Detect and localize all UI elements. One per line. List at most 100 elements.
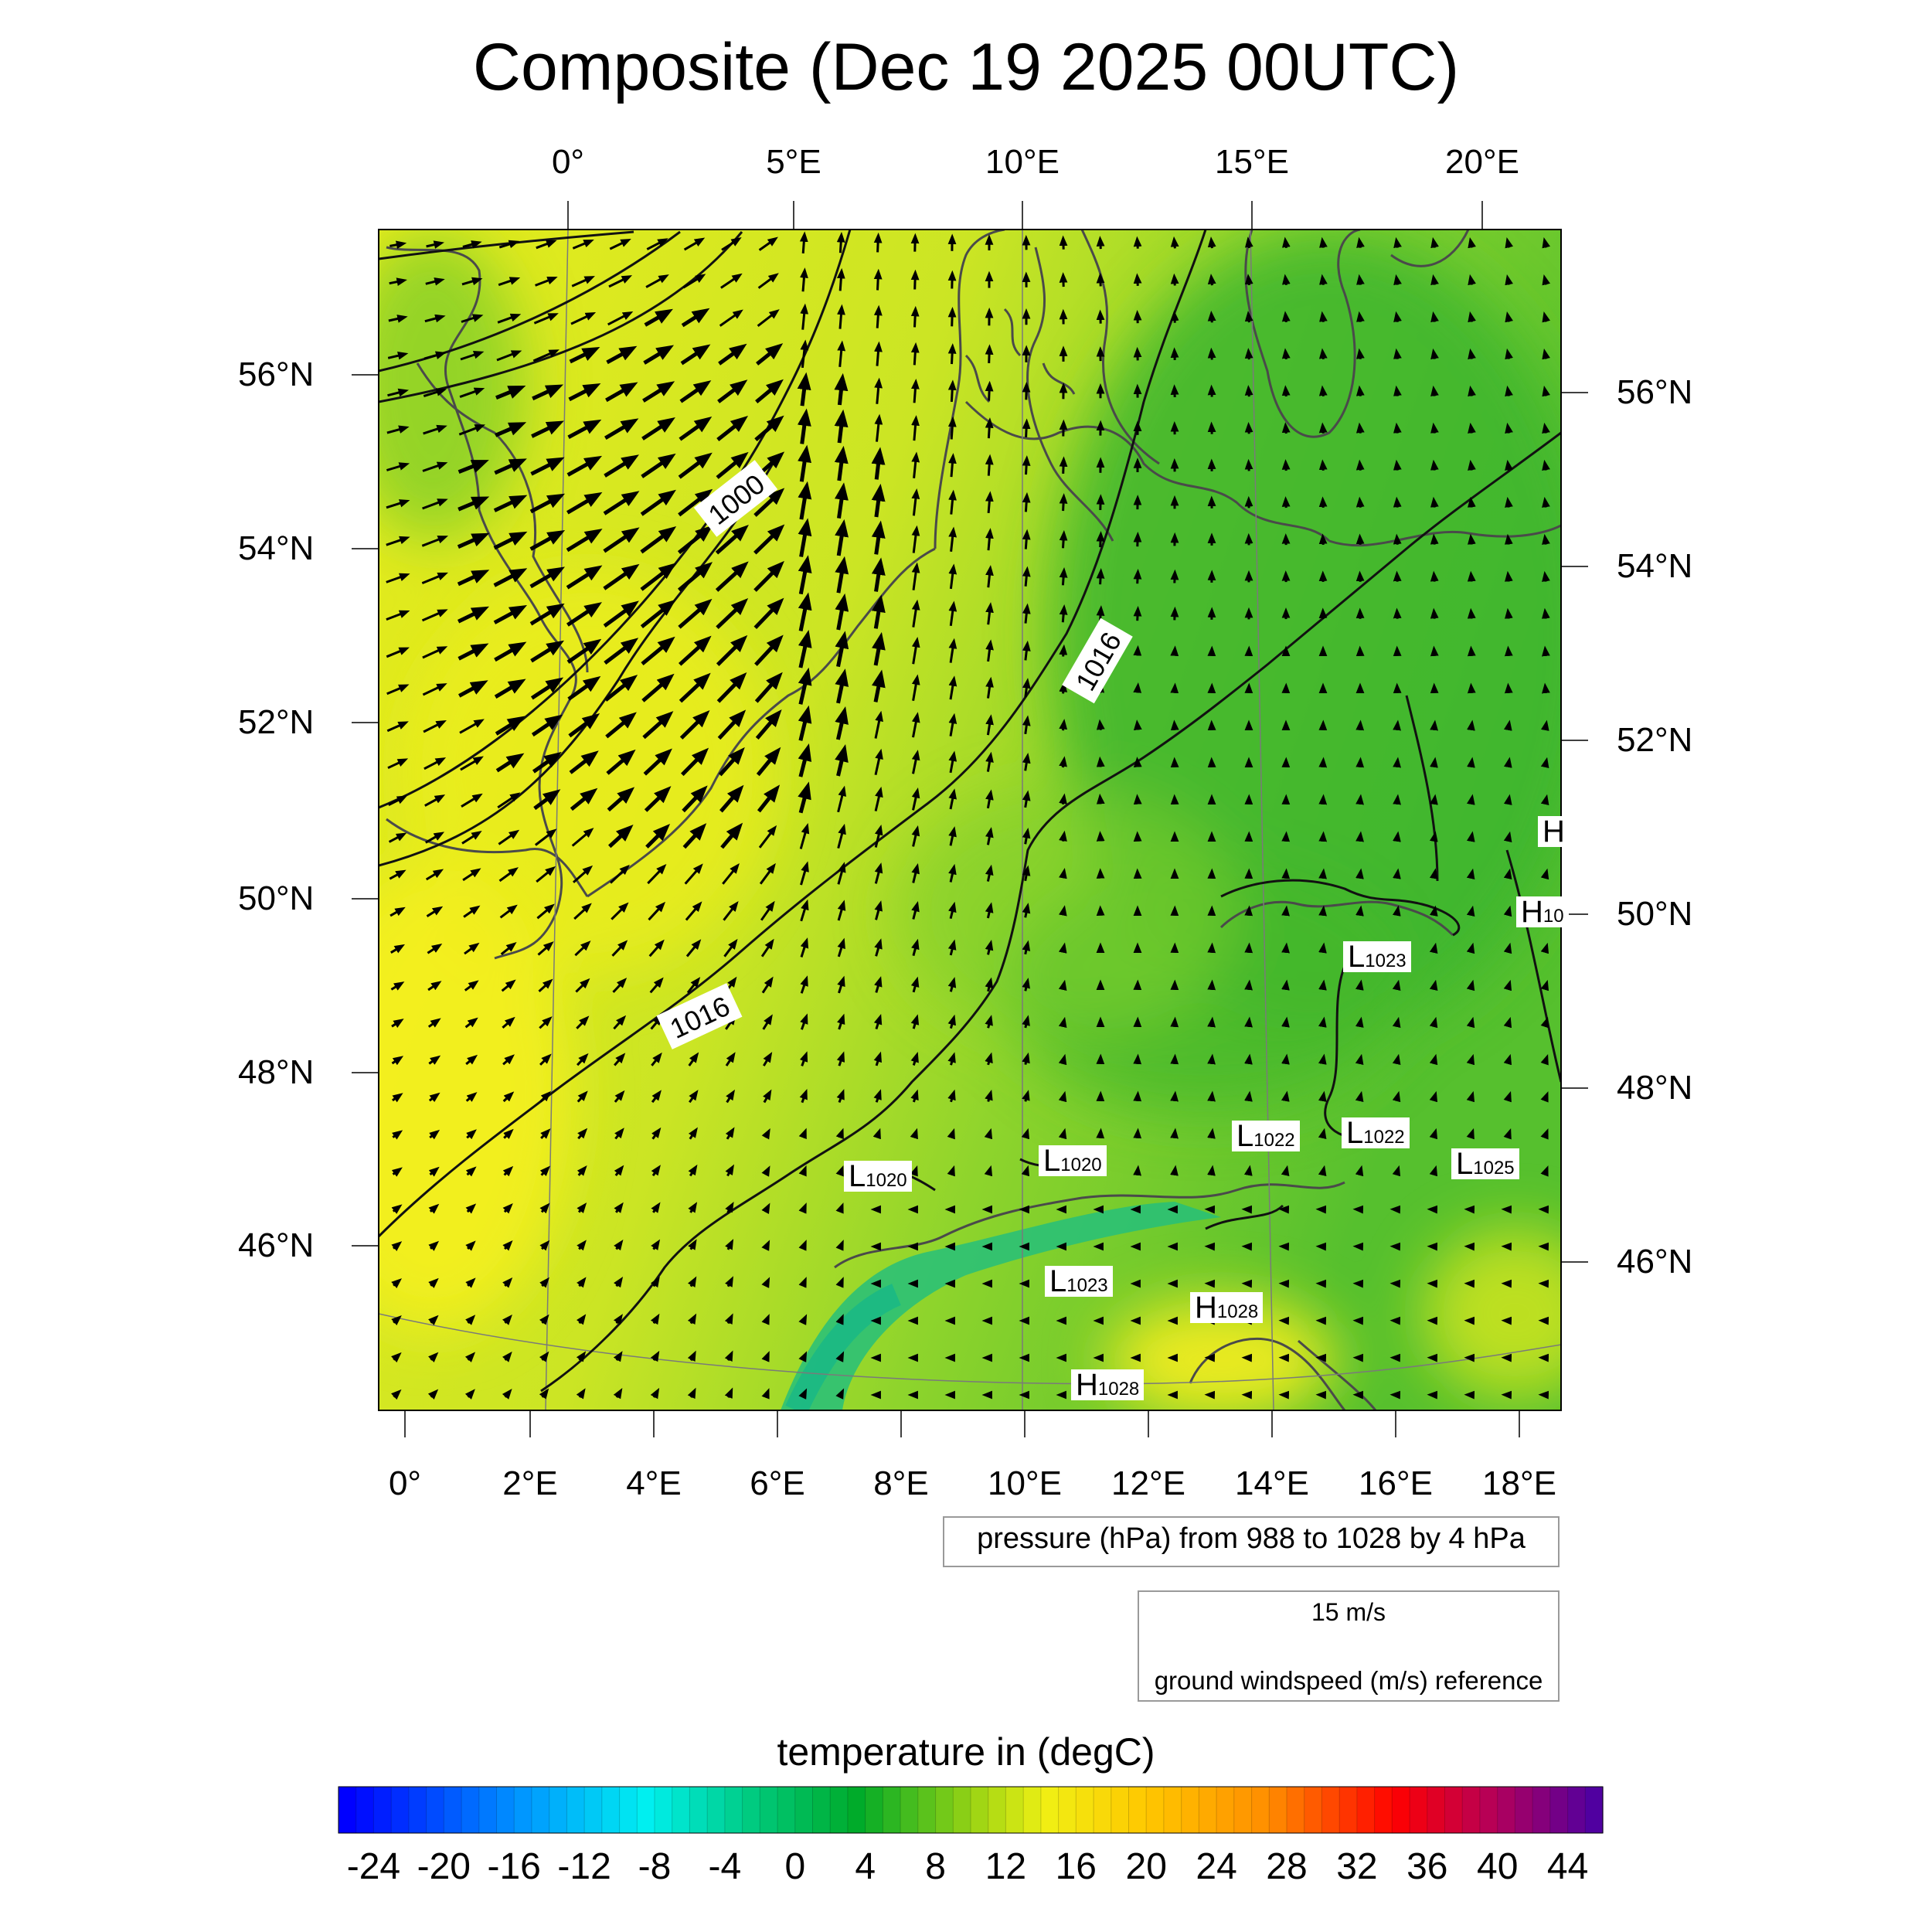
wind-vector — [501, 979, 516, 992]
wind-vector — [566, 455, 603, 477]
wind-vector — [1466, 1128, 1475, 1140]
wind-vector — [798, 1351, 808, 1362]
wind-vector — [720, 273, 743, 289]
wind-vector — [947, 1052, 956, 1066]
wind-vector — [800, 861, 809, 886]
wind-vector — [1096, 236, 1105, 250]
wind-vector — [502, 1016, 515, 1029]
wind-vector — [682, 274, 706, 289]
colorbar-swatch — [531, 1787, 550, 1833]
wind-vector — [536, 866, 556, 883]
wind-vector — [645, 823, 671, 849]
wind-vector — [531, 420, 564, 438]
wind-vector — [1503, 1128, 1512, 1140]
wind-vector — [717, 709, 747, 740]
wind-vector — [1355, 1165, 1364, 1177]
wind-vector — [798, 1240, 807, 1251]
colorbar-swatch — [794, 1787, 814, 1833]
wind-vector — [648, 901, 666, 921]
wind-vector — [495, 753, 525, 773]
wind-vector — [611, 902, 629, 920]
wind-vector — [651, 1276, 660, 1288]
colorbar-swatch — [426, 1787, 444, 1833]
wind-vector — [724, 1387, 733, 1399]
colorbar-swatch — [1094, 1787, 1112, 1833]
wind-vector — [391, 1019, 404, 1028]
wind-vector — [723, 938, 738, 957]
wind-vector — [757, 273, 779, 289]
wind-vector — [457, 532, 490, 549]
wind-vector — [428, 1352, 439, 1362]
wind-vector — [465, 1240, 476, 1251]
wind-vector — [688, 1239, 697, 1250]
wind-vector — [1356, 274, 1365, 285]
wind-vector — [800, 267, 808, 292]
wind-vector — [605, 712, 637, 739]
wind-vector — [1356, 311, 1365, 322]
colorbar-swatch — [935, 1787, 954, 1833]
wind-vector — [718, 747, 745, 777]
wind-vector — [798, 1128, 807, 1140]
wind-vector — [1281, 942, 1290, 954]
wind-vector — [577, 1165, 587, 1176]
wind-vector — [689, 1090, 699, 1104]
colorbar-swatch — [1585, 1787, 1604, 1833]
wind-vector — [757, 309, 780, 327]
wind-vector — [688, 1127, 698, 1140]
colorbar-swatch — [1462, 1787, 1481, 1833]
wind-vector — [643, 748, 672, 776]
wind-vector — [985, 714, 994, 736]
wind-vector — [1318, 1016, 1327, 1028]
wind-vector — [761, 1351, 770, 1362]
wind-vector — [1542, 459, 1550, 471]
wind-vector — [910, 1014, 920, 1029]
wind-vector — [1318, 422, 1328, 434]
wind-reference-speed: 15 m/s — [1311, 1598, 1386, 1626]
pressure-legend-text: pressure (hPa) from 988 to 1028 by 4 hPa — [977, 1522, 1526, 1555]
wind-vector — [390, 1389, 402, 1400]
temperature-field — [379, 230, 1561, 1410]
colorbar-swatch — [1410, 1787, 1428, 1833]
wind-vector — [1468, 422, 1476, 434]
wind-vector — [835, 1277, 844, 1288]
wind-vector — [911, 637, 920, 665]
wind-vector — [388, 795, 408, 806]
wind-vector — [874, 748, 883, 776]
wind-vector — [1096, 531, 1105, 548]
wind-vector — [614, 1053, 626, 1066]
wind-vector — [566, 565, 603, 590]
wind-vector — [761, 1202, 770, 1214]
wind-vector — [911, 378, 920, 403]
wind-vector — [683, 237, 706, 251]
wind-vector — [835, 1240, 844, 1251]
wind-vector — [577, 1277, 587, 1288]
wind-vector — [650, 1313, 660, 1325]
wind-vector — [910, 1089, 919, 1103]
wind-vector — [423, 757, 447, 770]
wind-vector — [571, 276, 595, 287]
wind-vector — [428, 1277, 439, 1288]
colorbar-swatch — [847, 1787, 866, 1833]
wind-vector — [1430, 794, 1438, 805]
colorbar-swatch — [619, 1787, 638, 1833]
wind-vector — [503, 1128, 514, 1139]
colorbar-swatch — [461, 1787, 480, 1833]
wind-vector — [532, 349, 560, 362]
colorbar-swatch — [1058, 1787, 1077, 1833]
colorbar-swatch — [1287, 1787, 1305, 1833]
wind-vector — [761, 976, 774, 994]
wind-vector — [530, 640, 565, 663]
colorbar-tick-label: 44 — [1546, 1846, 1589, 1887]
wind-vector — [1022, 640, 1031, 661]
top-lon-label: 15°E — [1215, 143, 1289, 181]
wind-vector — [1355, 794, 1364, 805]
wind-vector — [873, 232, 883, 253]
wind-vector — [650, 1350, 660, 1362]
wind-vector — [948, 863, 957, 883]
wind-vector — [948, 750, 957, 774]
colorbar-swatch — [1339, 1787, 1358, 1833]
wind-vector — [387, 351, 409, 360]
wind-vector — [911, 750, 920, 774]
wind-vector — [604, 454, 639, 478]
wind-vector — [1022, 566, 1031, 587]
